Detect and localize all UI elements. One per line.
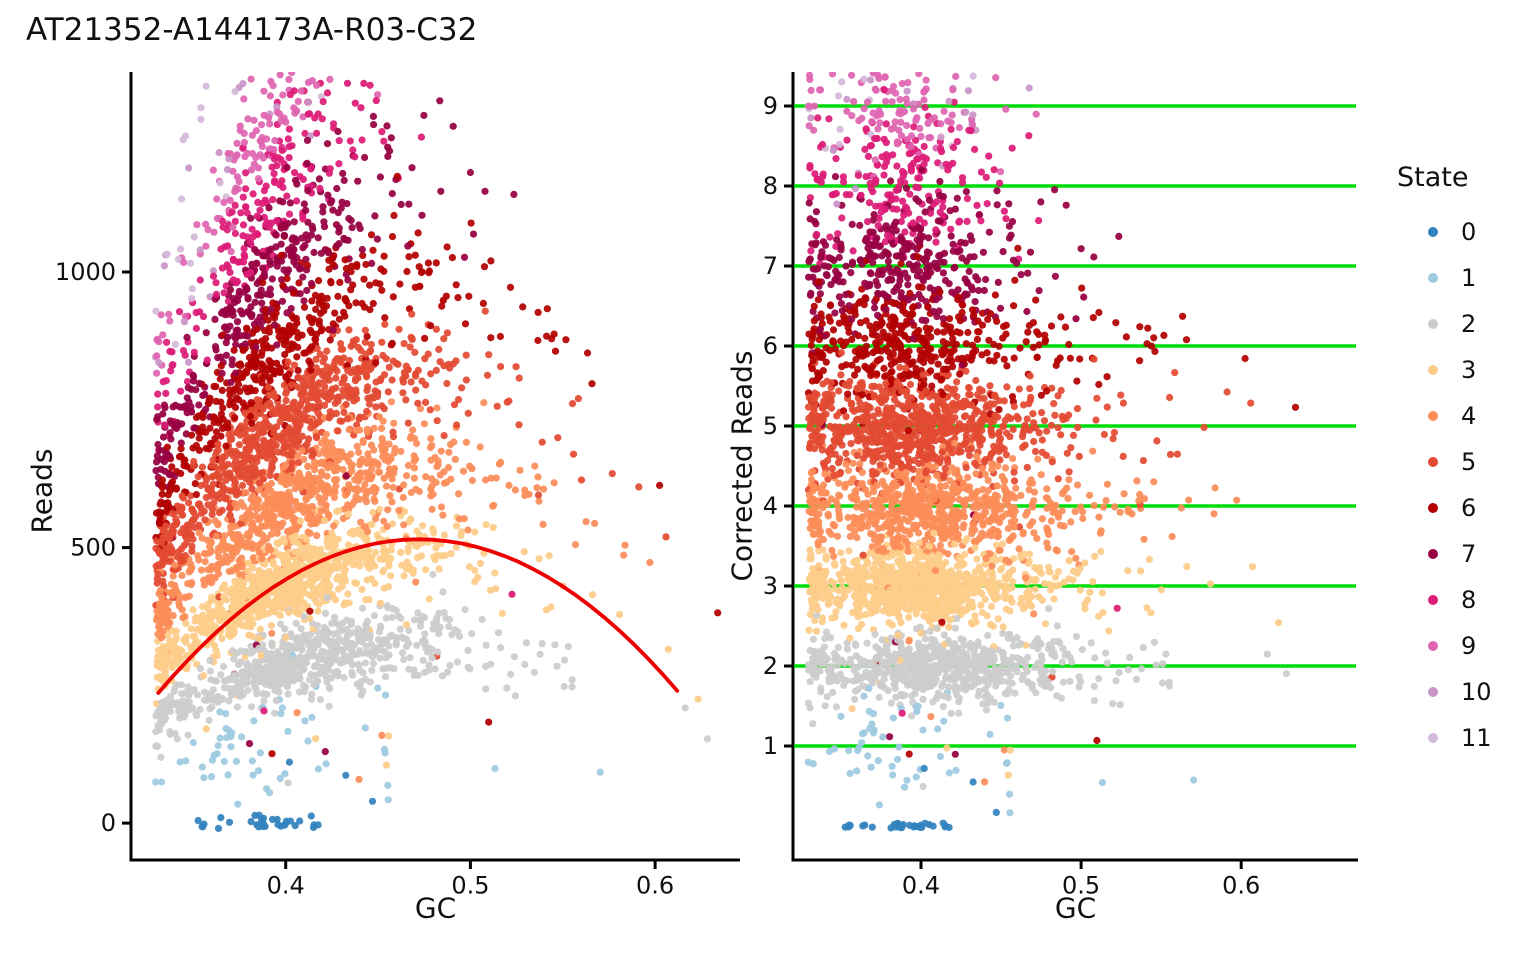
x-tick-label: 0.5 — [1062, 872, 1100, 900]
y-tick-label: 8 — [763, 172, 778, 200]
x-tick-label: 0.6 — [1222, 872, 1260, 900]
x-tick-label: 0.4 — [902, 872, 940, 900]
y-tick-label: 6 — [763, 332, 778, 360]
legend-swatch-icon — [1428, 411, 1438, 421]
legend-entry-state-2: 2 — [1397, 301, 1492, 347]
legend-entry-state-9: 9 — [1397, 623, 1492, 669]
legend-items: 0 1 2 3 4 5 6 7 8 9 10 11 — [1397, 209, 1492, 761]
legend-swatch-icon — [1428, 549, 1438, 559]
y-tick-label: 1 — [763, 732, 778, 760]
y-axis-label-right: Corrected Reads — [726, 350, 759, 581]
legend-entry-state-4: 4 — [1397, 393, 1492, 439]
axis-spines — [791, 72, 1358, 862]
legend-entry-state-8: 8 — [1397, 577, 1492, 623]
legend-entry-label: 9 — [1461, 632, 1477, 660]
legend-entry-label: 7 — [1461, 540, 1477, 568]
legend-entry-label: 11 — [1461, 724, 1492, 752]
reads-vs-gc-plot: 0.4 0.5 0.6 0 500 1000 GC Reads — [26, 72, 740, 925]
legend-entry-label: 8 — [1461, 586, 1477, 614]
y-tick-label: 1000 — [55, 258, 116, 286]
x-axis-label-right: GC — [1055, 892, 1096, 925]
legend-entry-label: 0 — [1461, 218, 1477, 246]
legend-entry-label: 5 — [1461, 448, 1477, 476]
corrected-reads-scatter-points — [794, 72, 1356, 832]
y-tick-label: 0 — [101, 809, 116, 837]
legend-entry-state-0: 0 — [1397, 209, 1492, 255]
state-legend: State 0 1 2 3 4 5 6 7 8 9 10 11 — [1397, 162, 1492, 761]
y-tick-label: 4 — [763, 492, 778, 520]
axis-spines — [129, 72, 740, 862]
legend-entry-state-11: 11 — [1397, 715, 1492, 761]
x-tick-label: 0.6 — [636, 872, 674, 900]
x-tick-label: 0.5 — [451, 872, 489, 900]
y-tick-label: 5 — [763, 412, 778, 440]
legend-entry-state-5: 5 — [1397, 439, 1492, 485]
y-tick-label: 3 — [763, 572, 778, 600]
legend-swatch-icon — [1428, 641, 1438, 651]
legend-swatch-icon — [1428, 733, 1438, 743]
legend-swatch-icon — [1428, 595, 1438, 605]
gc-bias-fit-curve — [156, 537, 680, 695]
y-tick-label: 7 — [763, 252, 778, 280]
legend-entry-label: 4 — [1461, 402, 1477, 430]
legend-entry-label: 6 — [1461, 494, 1477, 522]
legend-entry-state-7: 7 — [1397, 531, 1492, 577]
y-tick-label: 500 — [70, 534, 116, 562]
legend-swatch-icon — [1428, 365, 1438, 375]
legend-entry-label: 1 — [1461, 264, 1477, 292]
x-tick-label: 0.4 — [267, 872, 305, 900]
legend-entry-label: 10 — [1461, 678, 1492, 706]
figure-title: AT21352-A144173A-R03-C32 — [26, 12, 478, 48]
legend-swatch-icon — [1428, 227, 1438, 237]
legend-swatch-icon — [1428, 319, 1438, 329]
corrected-reads-vs-gc-plot: 0.4 0.5 0.6 1 2 3 4 5 6 7 8 9 GC Corrected Reads — [726, 72, 1358, 925]
y-tick-label: 2 — [763, 652, 778, 680]
legend-entry-state-6: 6 — [1397, 485, 1492, 531]
y-tick-label: 9 — [763, 92, 778, 120]
legend-entry-state-3: 3 — [1397, 347, 1492, 393]
legend-title: State — [1397, 162, 1469, 193]
legend-swatch-icon — [1428, 503, 1438, 513]
y-axis-label-left: Reads — [26, 449, 59, 534]
reads-scatter-points — [152, 72, 722, 833]
legend-entry-state-1: 1 — [1397, 255, 1492, 301]
legend-swatch-icon — [1428, 457, 1438, 467]
x-axis-label-left: GC — [415, 892, 456, 925]
legend-entry-label: 3 — [1461, 356, 1477, 384]
legend-entry-label: 2 — [1461, 310, 1477, 338]
legend-swatch-icon — [1428, 273, 1438, 283]
legend-entry-state-10: 10 — [1397, 669, 1492, 715]
legend-swatch-icon — [1428, 687, 1438, 697]
